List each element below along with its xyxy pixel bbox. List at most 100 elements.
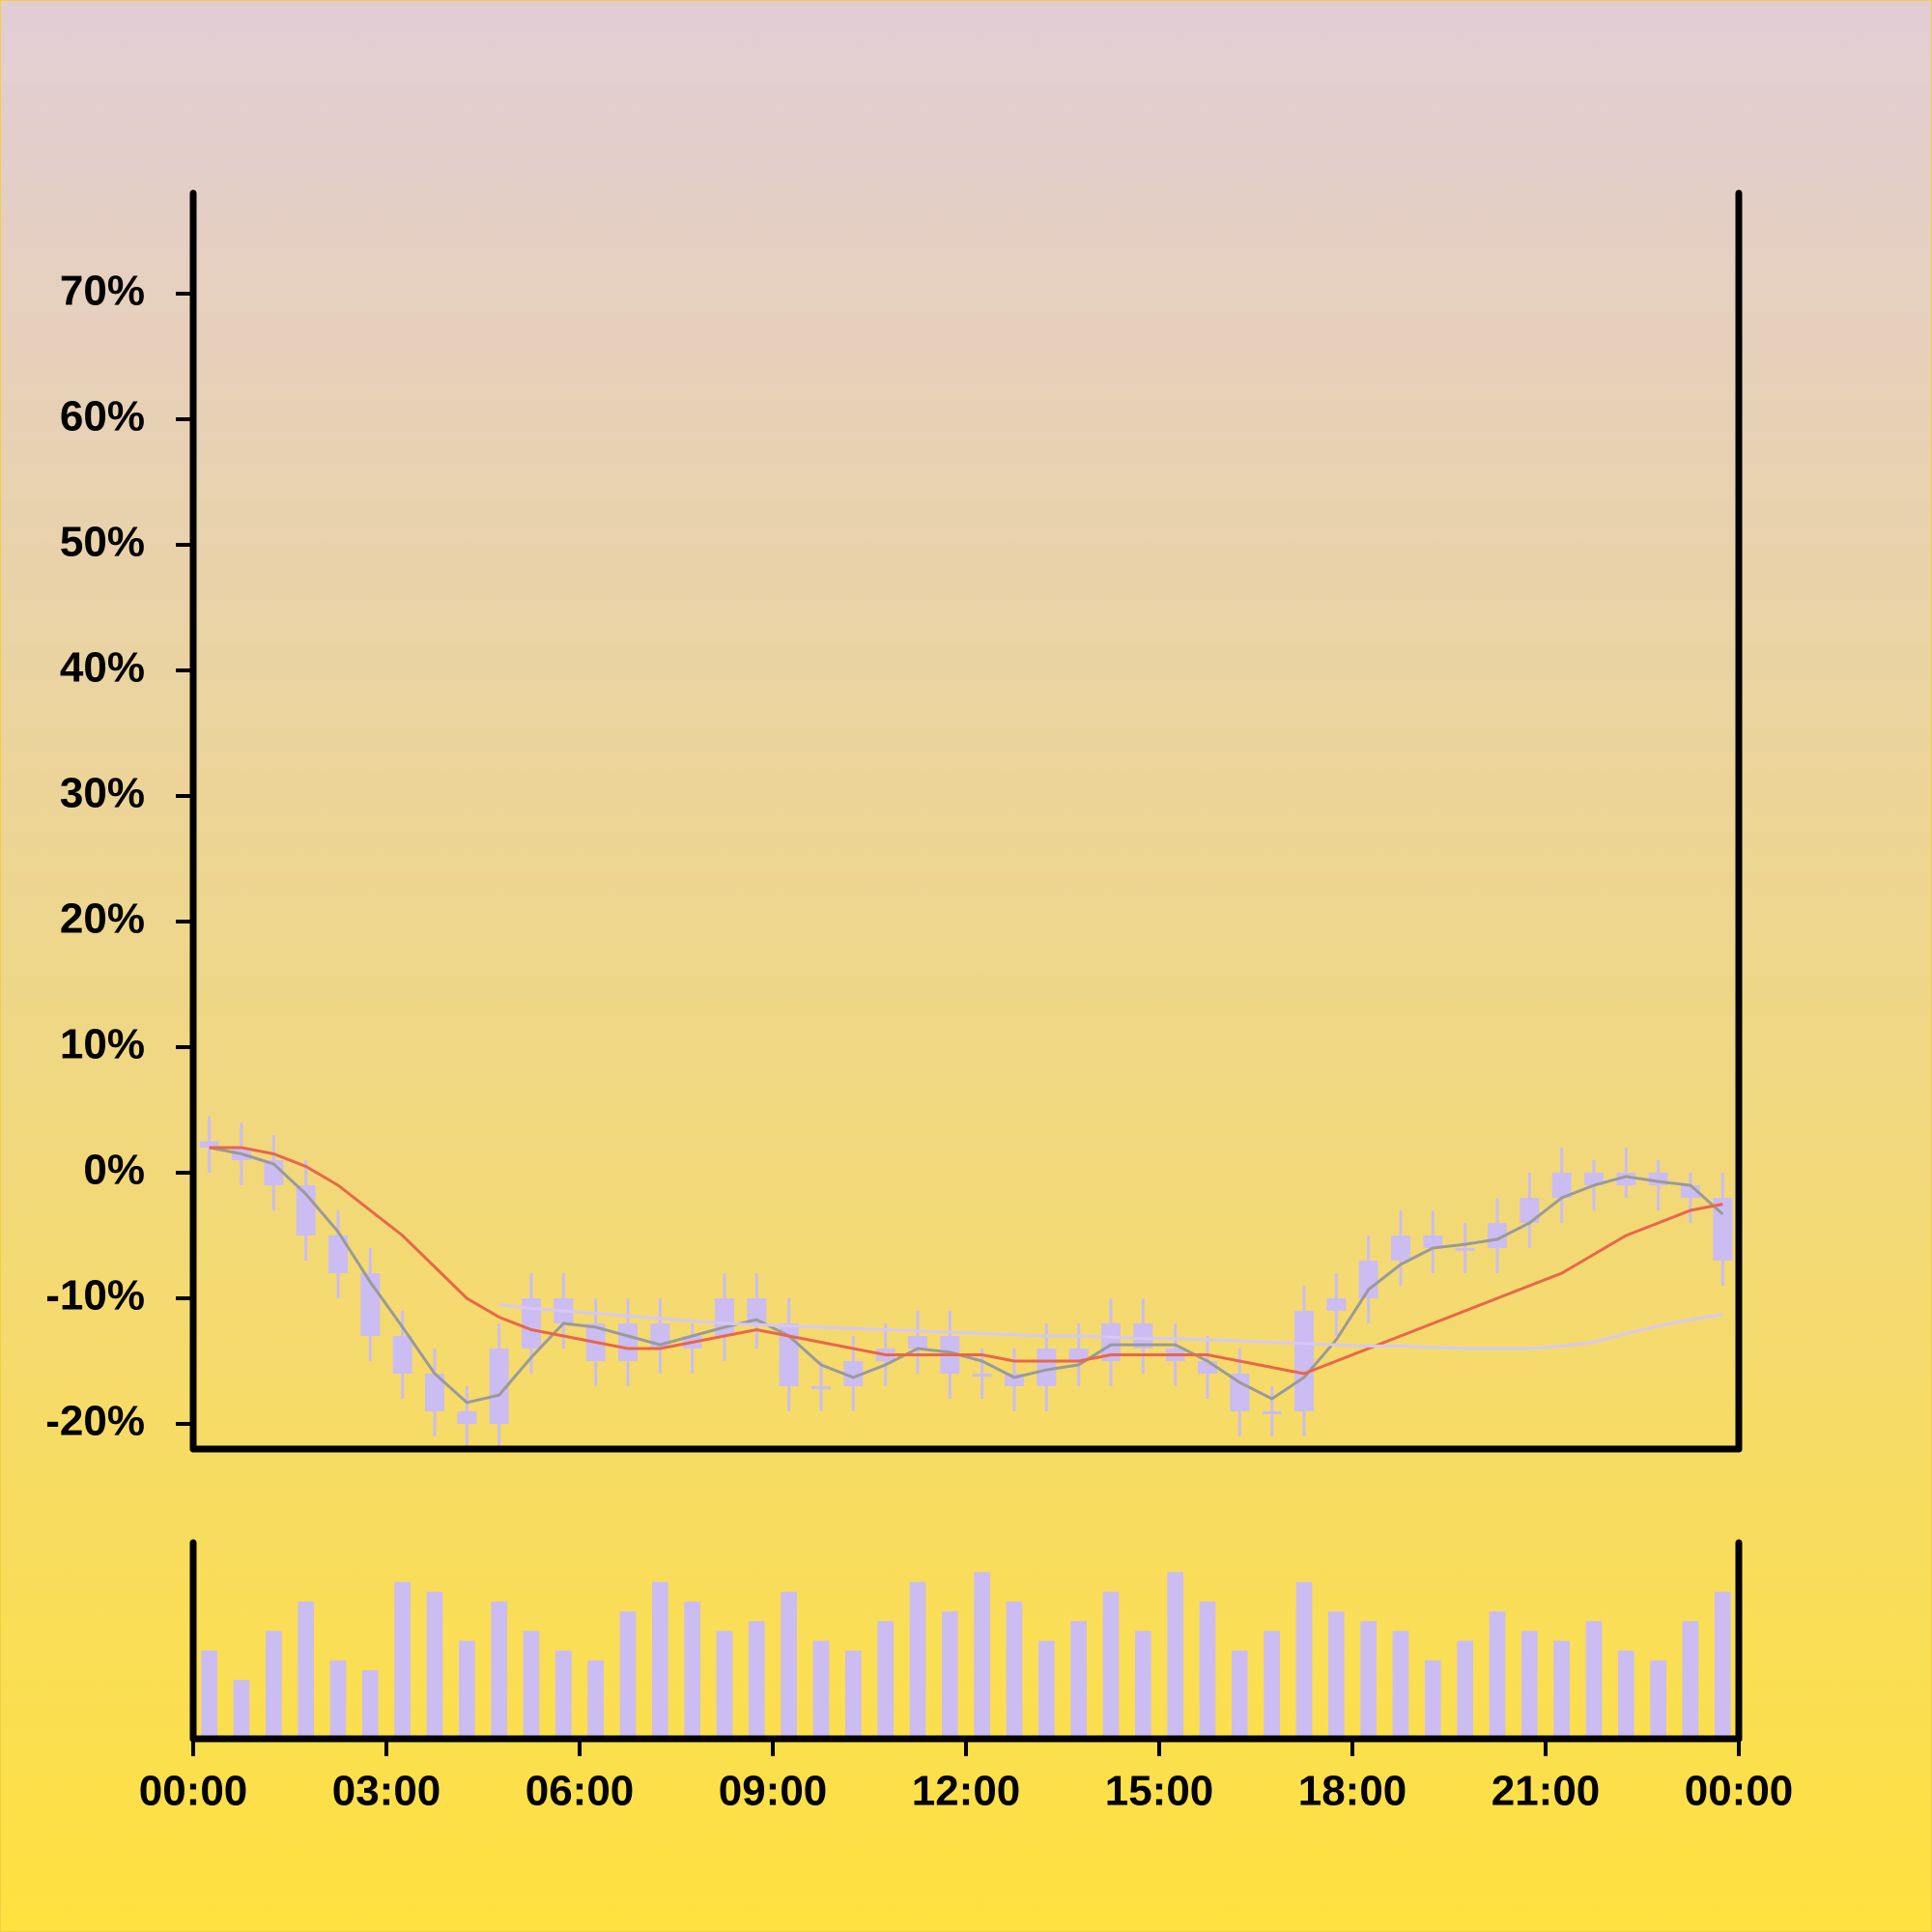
candle-body: [522, 1298, 541, 1349]
candle-body: [1488, 1223, 1507, 1248]
candle-body: [392, 1336, 412, 1374]
volume-bar: [459, 1640, 475, 1739]
volume-bar: [1650, 1660, 1666, 1739]
volume-bar: [523, 1631, 540, 1739]
candle-body: [1713, 1198, 1733, 1261]
volume-bar: [329, 1660, 347, 1739]
y-tick-label: 0%: [83, 1147, 145, 1194]
x-tick-label: 06:00: [526, 1768, 635, 1815]
candle-body: [1551, 1173, 1572, 1198]
volume-bar: [1328, 1611, 1345, 1739]
volume-bar: [1264, 1631, 1280, 1739]
candle-body: [811, 1386, 831, 1389]
candle-body: [972, 1374, 992, 1377]
candle-body: [425, 1374, 444, 1411]
y-tick-label: -10%: [45, 1272, 145, 1320]
y-tick-label: 40%: [60, 644, 145, 692]
candle-body: [1455, 1248, 1475, 1251]
volume-bar: [555, 1650, 572, 1739]
marks: [199, 1116, 1733, 1739]
candle-body: [843, 1361, 864, 1386]
volume-bar: [426, 1591, 443, 1739]
volume-bar: [812, 1640, 830, 1739]
candle-body: [1068, 1349, 1089, 1361]
volume-bar: [749, 1621, 765, 1739]
candle-body: [264, 1160, 284, 1185]
volume-bar: [1102, 1591, 1120, 1739]
candle-body: [457, 1411, 477, 1424]
volume-bar: [1425, 1660, 1441, 1739]
volume-bar: [394, 1581, 411, 1739]
candle-body: [1584, 1173, 1604, 1185]
x-tick-label: 00:00: [1685, 1768, 1794, 1815]
volume-bar: [619, 1611, 637, 1739]
ma-line: [209, 1146, 1723, 1376]
volume-bar: [1295, 1581, 1313, 1739]
candle-body: [1391, 1236, 1410, 1261]
volume-bar: [942, 1611, 958, 1739]
candle-body: [1037, 1349, 1057, 1386]
y-tick-label: 50%: [60, 519, 145, 566]
ma-line: [209, 1146, 1724, 1405]
volume-bar: [1199, 1601, 1216, 1739]
candle-body: [1423, 1236, 1443, 1248]
y-tick-label: 30%: [60, 770, 145, 817]
volume-bar: [877, 1621, 894, 1739]
y-tick-label: 60%: [60, 393, 145, 440]
volume-bar: [1135, 1631, 1151, 1739]
candle-body: [1294, 1311, 1314, 1411]
volume-bar: [587, 1660, 604, 1739]
candle-body: [1520, 1198, 1540, 1223]
candle-body: [747, 1298, 767, 1323]
candle-body: [328, 1236, 348, 1273]
volume-bar: [1457, 1640, 1473, 1739]
candle-body: [1230, 1374, 1250, 1411]
candle-body: [1326, 1298, 1347, 1311]
y-tick-label: 10%: [60, 1021, 145, 1068]
candle-body: [1358, 1261, 1378, 1298]
x-tick-label: 21:00: [1492, 1768, 1601, 1815]
volume-bar: [1360, 1621, 1377, 1739]
volume-bar: [1585, 1621, 1603, 1739]
volume-bar: [298, 1601, 314, 1739]
volume-bar: [716, 1631, 733, 1739]
volume-bar: [201, 1650, 217, 1739]
axes: [189, 189, 1743, 1743]
candle-body: [489, 1349, 509, 1424]
candle-body: [908, 1336, 927, 1349]
volume-bar: [909, 1581, 926, 1739]
candle-body: [1101, 1323, 1121, 1361]
volume-bar: [781, 1591, 797, 1739]
volume-bar: [1070, 1621, 1087, 1739]
volume-bar: [1167, 1572, 1183, 1739]
x-tick-label: 03:00: [332, 1768, 441, 1815]
volume-bar: [1682, 1621, 1699, 1739]
x-tick-label: 12:00: [912, 1768, 1021, 1815]
volume-bar: [1715, 1591, 1731, 1739]
volume-bar: [1392, 1631, 1409, 1739]
x-tick-label: 15:00: [1105, 1768, 1214, 1815]
candle-body: [199, 1141, 219, 1148]
candle-body: [1133, 1323, 1153, 1349]
candle-body: [1198, 1361, 1217, 1374]
y-tick-label: 70%: [60, 268, 145, 315]
candle-body: [1262, 1411, 1282, 1414]
x-tick-label: 18:00: [1298, 1768, 1407, 1815]
volume-bar: [1489, 1611, 1506, 1739]
x-tick-label: 09:00: [719, 1768, 828, 1815]
volume-bar: [1521, 1631, 1538, 1739]
volume-bar: [233, 1680, 250, 1739]
y-tick-label: 20%: [60, 895, 145, 943]
volume-bar: [974, 1572, 990, 1739]
volume-bar: [1006, 1601, 1023, 1739]
x-tick-label: 00:00: [139, 1768, 248, 1815]
y-tick-label: -20%: [45, 1398, 145, 1445]
volume-bar: [845, 1650, 862, 1739]
volume-bar: [362, 1669, 379, 1739]
volume-bar: [1232, 1650, 1248, 1739]
candle-body: [618, 1323, 638, 1361]
volume-bar: [652, 1581, 668, 1739]
